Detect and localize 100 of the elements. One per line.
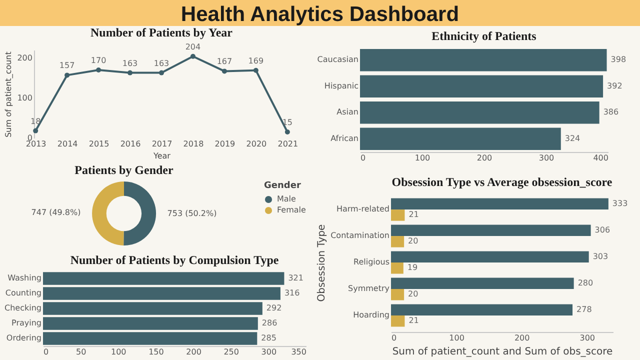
chart-title: Ethnicity of Patients <box>432 29 537 43</box>
data-label: 21 <box>408 316 419 326</box>
point <box>190 54 196 59</box>
point <box>222 68 227 74</box>
data-label: 167 <box>216 57 232 66</box>
y-tick-label: Symmetry <box>348 284 390 293</box>
y-tick-label: Checking <box>4 304 42 312</box>
x-tick-label: 2020 <box>246 140 267 148</box>
data-label: 18 <box>30 116 41 126</box>
bar <box>391 288 404 300</box>
y-tick-label: Contamination <box>330 231 390 240</box>
bar <box>391 262 404 274</box>
data-label: 398 <box>610 55 626 64</box>
data-label: 278 <box>576 304 592 314</box>
bar <box>391 278 574 289</box>
x-tick-label: 0 <box>392 334 397 342</box>
x-tick-label: 200 <box>476 154 492 162</box>
bar <box>43 287 280 300</box>
point <box>64 72 70 78</box>
donut-slice <box>92 182 124 246</box>
bar <box>391 315 405 327</box>
bar <box>43 317 258 330</box>
x-tick-label: 300 <box>261 348 277 356</box>
y-axis-title: Obsession Type <box>316 224 328 302</box>
data-label: 321 <box>288 274 304 282</box>
data-label: 163 <box>122 58 138 68</box>
legend-label: Female <box>277 206 306 214</box>
bar <box>43 332 258 345</box>
y-tick-label: Asian <box>336 108 358 117</box>
legend-label: Male <box>277 194 296 204</box>
x-tick-label: 2017 <box>152 140 172 148</box>
x-tick-label: 200 <box>186 348 202 356</box>
data-label: 324 <box>564 134 580 143</box>
data-label: 20 <box>408 290 418 299</box>
data-label: 386 <box>603 108 619 117</box>
x-tick-label: 2019 <box>214 140 236 148</box>
y-tick-label: Counting <box>5 288 42 298</box>
bar <box>391 251 589 262</box>
x-tick-label: 100 <box>449 334 464 342</box>
data-label: 204 <box>185 42 201 52</box>
data-label: 306 <box>594 225 610 234</box>
y-tick-label: Religious <box>354 258 390 266</box>
y-tick-label: Ordering <box>6 334 42 342</box>
data-label: 20 <box>408 236 418 246</box>
data-label: 333 <box>612 198 628 208</box>
chart-title: Obsession Type vs Average obsession_score <box>392 175 613 189</box>
x-tick-label: 300 <box>538 154 554 162</box>
x-tick-label: 2014 <box>57 140 78 148</box>
x-tick-label: 400 <box>593 154 608 162</box>
data-label: 163 <box>154 58 170 68</box>
y-tick-label: Harm-related <box>336 204 390 214</box>
y-tick-label: Caucasian <box>317 55 358 64</box>
x-tick-label: 2013 <box>26 140 46 148</box>
y-axis-title: Sum of patient_count <box>4 52 14 138</box>
data-label: 280 <box>578 278 594 288</box>
x-tick-label: 2018 <box>183 140 204 148</box>
text: Health Analytics Dashboard <box>0 0 640 26</box>
y-tick-label: 100 <box>17 94 32 102</box>
bar <box>391 198 608 210</box>
bar <box>391 224 591 236</box>
data-label: 170 <box>90 56 106 65</box>
x-tick-label: 300 <box>580 334 596 342</box>
bar <box>391 210 405 221</box>
chart-title: Number of Patients by Year <box>90 25 234 40</box>
data-label: 303 <box>592 252 608 261</box>
y-tick-label: 200 <box>17 54 32 62</box>
donut-slice <box>124 182 156 246</box>
data-label: 747 (49.8%) <box>31 208 81 218</box>
bar <box>391 236 404 248</box>
data-label: 292 <box>266 304 282 312</box>
bar <box>391 304 573 316</box>
data-label: 286 <box>262 318 278 328</box>
bar <box>43 272 284 285</box>
x-tick-label: 100 <box>111 348 126 356</box>
y-tick-label: Hispanic <box>324 81 358 90</box>
data-label: 392 <box>607 81 622 90</box>
point <box>96 68 102 72</box>
point <box>128 70 133 76</box>
y-tick-label: Washing <box>8 274 42 282</box>
x-tick-label: 150 <box>148 348 164 356</box>
x-tick-label: 2016 <box>120 140 141 148</box>
point <box>33 128 38 134</box>
bar <box>43 302 262 315</box>
y-tick-label: Hoarding <box>353 310 390 320</box>
data-label: 753 (50.2%) <box>167 208 217 218</box>
point <box>253 68 258 73</box>
x-tick-label: 350 <box>291 348 306 356</box>
point <box>284 130 290 134</box>
x-tick-label: 100 <box>414 154 430 162</box>
x-tick-label: 2021 <box>278 140 298 148</box>
x-tick-label: 200 <box>514 334 530 342</box>
x-tick-label: 50 <box>76 348 86 356</box>
data-label: 169 <box>248 56 264 66</box>
x-tick-label: 250 <box>224 348 239 356</box>
x-tick-label: 2015 <box>88 140 110 148</box>
data-label: 19 <box>407 263 418 272</box>
x-tick-label: 0 <box>44 348 49 356</box>
y-tick-label: Praying <box>12 318 42 328</box>
point <box>159 70 164 76</box>
x-axis-title: Year <box>152 152 172 160</box>
